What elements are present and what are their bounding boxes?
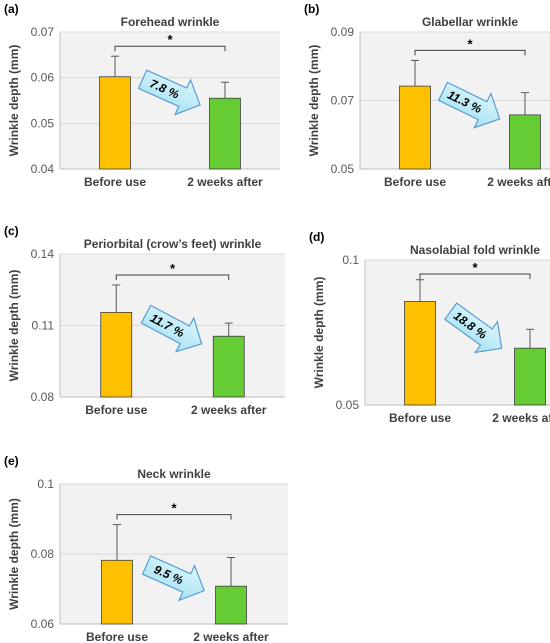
chart-title: Forehead wrinkle	[121, 15, 220, 29]
y-tick-label: 0.1	[37, 477, 54, 491]
y-axis-label: Wrinkle depth (mm)	[7, 270, 21, 382]
y-tick-label: 0.07	[31, 25, 55, 39]
y-tick-label: 0.05	[336, 398, 360, 412]
arrow-shape	[437, 81, 501, 129]
chart-title: Nasolabial fold wrinkle	[410, 243, 540, 257]
significance-marker: *	[171, 501, 177, 516]
y-tick-label: 0.09	[331, 25, 355, 39]
arrow-shape	[140, 304, 203, 353]
arrow-shape	[444, 302, 503, 354]
panel-label: (e)	[4, 454, 19, 468]
panel-label: (b)	[304, 2, 319, 16]
chart-panel-4: (d) Nasolabial fold wrinkle 0.05 0.1 Wrinkle…	[309, 230, 550, 425]
x-tick-label: 2 weeks after	[191, 403, 267, 417]
chart-title: Glabellar wrinkle	[422, 15, 518, 29]
bar	[99, 76, 131, 170]
arrow-shape	[141, 555, 205, 602]
arrow-shape	[137, 69, 201, 116]
x-tick-label: 2 weeks after	[492, 411, 550, 425]
significance-marker: *	[167, 32, 173, 47]
chart-title: Neck wrinkle	[137, 467, 211, 481]
significance-marker: *	[170, 261, 176, 276]
y-tick-label: 0.04	[31, 162, 55, 176]
x-tick-label: 2 weeks after	[187, 175, 263, 189]
bar	[215, 585, 247, 625]
bar	[404, 301, 436, 406]
y-tick-label: 0.06	[31, 71, 55, 85]
y-axis-label: Wrinkle depth (mm)	[7, 498, 21, 610]
bar	[399, 85, 431, 170]
y-tick-label: 0.08	[31, 547, 55, 561]
y-axis-label: Wrinkle depth (mm)	[7, 45, 21, 157]
y-tick-label: 0.1	[342, 253, 359, 267]
reduction-arrow: 9.5 %	[141, 555, 205, 602]
chart-panel-3: (c) Periorbital (crow’s feet) wrinkle 0.08…	[4, 224, 285, 417]
chart-panel-1: (a) Forehead wrinkle 0.04 0.05 0.06 0.07 Wrink…	[4, 2, 280, 189]
significance-bracket	[419, 273, 531, 279]
panel-label: (d)	[309, 230, 324, 244]
chart-panel-5: (e) Neck wrinkle 0.06 0.08 0.1 Wrinkle depth …	[4, 454, 288, 643]
y-tick-label: 0.07	[331, 94, 355, 108]
y-tick-label: 0.06	[31, 617, 55, 631]
bar	[100, 311, 133, 398]
panel-label: (c)	[4, 224, 19, 238]
x-tick-label: Before use	[389, 411, 451, 425]
y-tick-label: 0.14	[31, 247, 55, 261]
bar	[209, 97, 241, 170]
x-tick-label: 2 weeks after	[193, 630, 269, 643]
x-tick-label: Before use	[384, 175, 446, 189]
bar	[101, 559, 133, 625]
y-axis-label: Wrinkle depth (mm)	[307, 45, 321, 157]
significance-marker: *	[472, 260, 478, 275]
significance-bracket	[115, 274, 230, 280]
significance-bracket	[114, 45, 226, 52]
panel-label: (a)	[4, 2, 19, 16]
bar	[212, 335, 245, 398]
x-tick-label: Before use	[86, 630, 148, 643]
chart-panel-2: (b) Glabellar wrinkle 0.05 0.07 0.09 Wrinkle …	[304, 2, 550, 189]
significance-bracket	[414, 49, 526, 56]
chart-title: Periorbital (crow’s feet) wrinkle	[84, 237, 262, 251]
bar	[514, 347, 546, 406]
y-tick-label: 0.08	[31, 390, 55, 404]
bar	[509, 114, 541, 170]
x-tick-label: 2 weeks after	[487, 175, 550, 189]
x-tick-label: Before use	[85, 403, 147, 417]
y-tick-label: 0.05	[31, 116, 55, 130]
significance-bracket	[116, 514, 232, 520]
y-tick-label: 0.05	[331, 162, 355, 176]
x-tick-label: Before use	[84, 175, 146, 189]
significance-marker: *	[467, 36, 473, 51]
y-tick-label: 0.11	[32, 319, 55, 333]
y-axis-label: Wrinkle depth (mm)	[312, 277, 326, 389]
